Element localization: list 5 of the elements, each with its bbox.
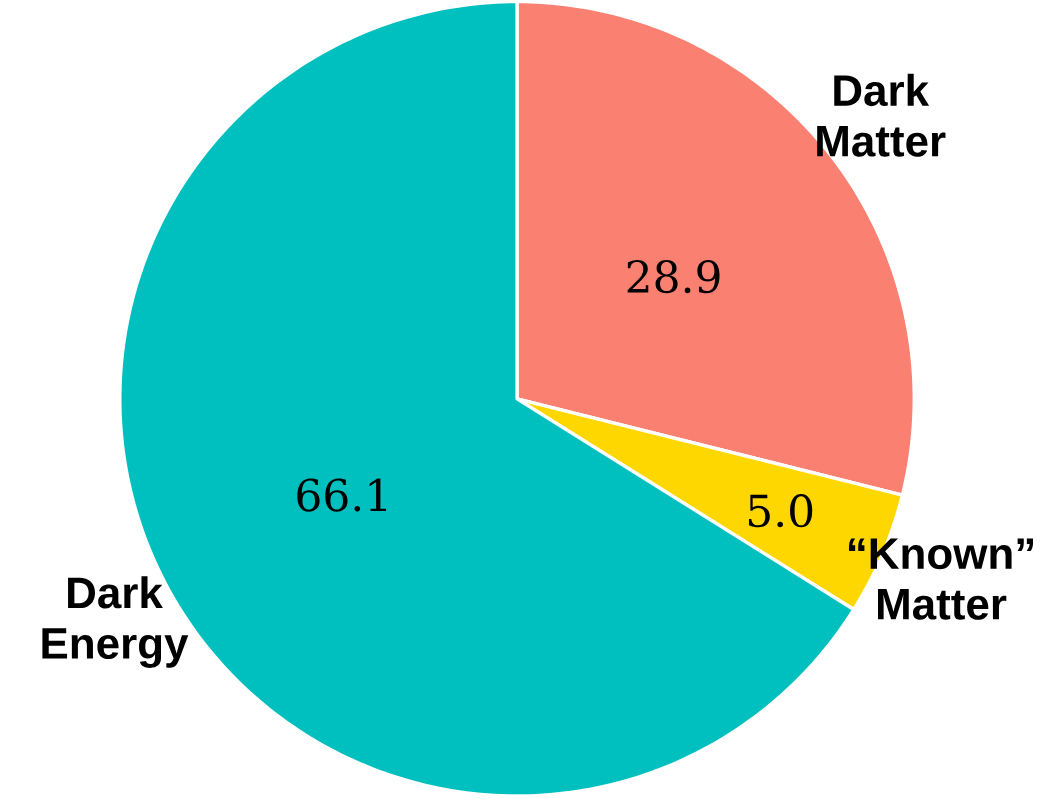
slice-label: Dark Matter xyxy=(817,74,946,157)
slice-label: Dark Energy xyxy=(42,576,189,669)
data-label: 28.9 xyxy=(627,260,720,294)
data-label: 5.0 xyxy=(748,494,813,528)
data-label: 66.1 xyxy=(297,478,386,512)
